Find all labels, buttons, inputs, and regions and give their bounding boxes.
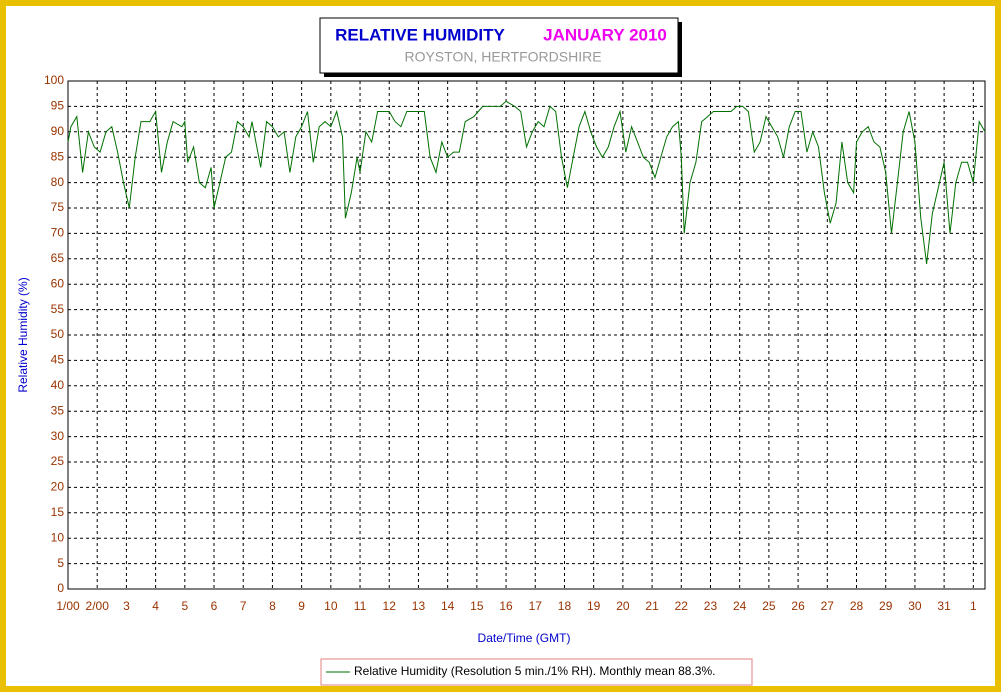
y-tick-label: 95 [51,99,65,113]
x-tick-label: 9 [298,599,305,613]
x-tick-label: 21 [645,599,659,613]
x-tick-label: 10 [324,599,338,613]
x-tick-label: 17 [529,599,543,613]
x-tick-label: 31 [937,599,951,613]
legend-label: Relative Humidity (Resolution 5 min./1% … [354,664,715,678]
subtitle: ROYSTON, HERTFORDSHIRE [404,49,601,65]
x-tick-label: 13 [412,599,426,613]
y-tick-label: 50 [51,327,65,341]
y-tick-label: 20 [51,480,65,494]
x-tick-label: 7 [240,599,247,613]
y-tick-label: 35 [51,403,65,417]
y-tick-label: 70 [51,226,65,240]
x-tick-label: 26 [791,599,805,613]
x-tick-label: 19 [587,599,601,613]
x-tick-label: 15 [470,599,484,613]
y-tick-label: 60 [51,276,65,290]
x-tick-label: 14 [441,599,455,613]
x-tick-label: 1/00 [56,599,80,613]
x-tick-label: 6 [211,599,218,613]
x-axis-label: Date/Time (GMT) [478,631,571,645]
chart-title-date: JANUARY 2010 [543,25,667,44]
y-tick-label: 5 [57,556,64,570]
y-tick-label: 75 [51,200,65,214]
x-tick-label: 1 [970,599,977,613]
y-tick-label: 55 [51,302,65,316]
x-tick-label: 8 [269,599,276,613]
legend-box [320,658,753,686]
x-tick-label: 23 [704,599,718,613]
y-tick-label: 65 [51,251,65,265]
y-tick-label: 85 [51,149,65,163]
y-tick-label: 30 [51,429,65,443]
x-tick-label: 5 [181,599,188,613]
x-tick-label: 11 [354,599,367,613]
chart-title: RELATIVE HUMIDITY [335,25,505,44]
y-tick-label: 15 [51,505,65,519]
y-tick-label: 80 [51,175,65,189]
x-tick-label: 29 [879,599,893,613]
y-axis-label: Relative Humidity (%) [16,277,30,392]
x-tick-label: 12 [383,599,397,613]
x-tick-label: 3 [123,599,130,613]
title-box [319,17,679,74]
x-tick-label: 16 [499,599,513,613]
y-tick-label: 100 [44,73,64,87]
x-tick-label: 20 [616,599,630,613]
x-tick-label: 22 [675,599,689,613]
x-tick-label: 4 [152,599,159,613]
x-tick-label: 2/00 [86,599,110,613]
x-tick-label: 27 [821,599,835,613]
y-tick-label: 25 [51,454,65,468]
y-tick-label: 0 [57,581,64,595]
y-tick-label: 90 [51,124,65,138]
x-tick-label: 18 [558,599,572,613]
x-tick-label: 30 [908,599,922,613]
x-tick-label: 28 [850,599,864,613]
x-tick-label: 25 [762,599,776,613]
series-line [67,100,986,264]
x-tick-label: 24 [733,599,747,613]
y-tick-label: 40 [51,378,65,392]
y-tick-label: 10 [51,530,65,544]
y-tick-label: 45 [51,353,65,367]
